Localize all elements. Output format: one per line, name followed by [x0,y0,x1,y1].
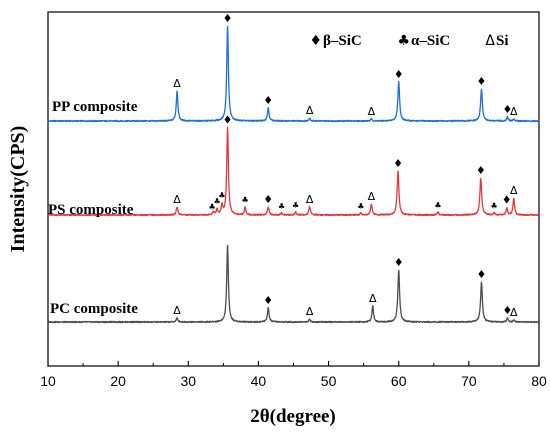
alpha-sic-marker: ♣ [209,203,216,212]
peak-markers: Δ♦♦Δ Δ♦♦♦ΔΔ♣♣♣♦♣ ♦♣ ♣ Δ♣Δ♦♣♦♣ ♦ΔΔ♦ΔΔ♦♦♦Δ [173,12,518,319]
legend-symbol: ♦ [309,33,322,49]
pp-series-label: PP composite [52,99,138,115]
legend-symbol: Δ [485,33,495,49]
beta-sic-marker: ♦ [263,193,273,206]
legend-symbol: ♣ [397,33,410,49]
pc-series-label: PC composite [50,301,138,317]
alpha-sic-marker: ♣ [278,202,285,211]
si-marker: Δ [306,305,314,318]
x-tick-label: 50 [321,373,337,389]
legend-label: α–SiC [411,33,450,49]
si-marker: Δ [368,105,376,118]
beta-sic-marker: ♦ [393,157,403,170]
si-marker: Δ [306,104,314,117]
x-axis: 10 20 30 40 50 60 70 80 [40,361,547,389]
alpha-sic-marker: ♣ [292,201,299,210]
pp-trace [47,25,540,123]
si-marker: Δ [510,184,518,197]
beta-sic-marker: ♦ [502,304,512,317]
alpha-sic-marker: ♣ [213,197,220,206]
series-labels: PP composite PS composite PC composite [48,99,138,317]
x-tick-label: 10 [40,373,56,389]
x-tick-label: 20 [110,373,126,389]
si-marker: Δ [369,292,377,305]
si-marker: Δ [173,304,181,317]
x-axis-label: 2θ(degree) [250,406,336,427]
beta-sic-marker: ♦ [477,268,487,281]
y-axis-label: Intensity(CPS) [7,126,29,253]
beta-sic-marker: ♦ [394,68,404,81]
si-marker: Δ [510,306,518,319]
beta-sic-marker: ♦ [263,94,273,107]
legend: ♦ β–SiC ♣ α–SiC Δ Si [309,33,508,49]
legend-entry: Δ Si [485,33,508,49]
alpha-sic-marker: ♣ [491,202,498,211]
si-marker: Δ [368,190,376,203]
legend-label: β–SiC [323,33,362,49]
alpha-sic-marker: ♣ [434,201,441,210]
beta-sic-marker: ♦ [502,194,512,207]
legend-label: Si [496,33,509,49]
alpha-sic-marker: ♣ [242,196,249,205]
x-tick-label: 40 [251,373,267,389]
x-tick-label: 60 [391,373,407,389]
x-tick-label: 30 [180,373,196,389]
ps-series-label: PS composite [48,202,134,218]
x-tick-label: 70 [461,373,477,389]
alpha-sic-marker: ♣ [218,191,225,200]
beta-sic-marker: ♦ [263,294,273,307]
series-traces [47,25,540,324]
beta-sic-marker: ♦ [394,256,404,269]
x-tick-label: 80 [531,373,547,389]
legend-entry: ♣ α–SiC [397,33,450,49]
beta-sic-marker: ♦ [223,12,233,25]
beta-sic-marker: ♦ [502,103,512,116]
si-marker: Δ [510,105,518,118]
pc-trace [47,244,540,324]
beta-sic-marker: ♦ [477,75,487,88]
alpha-sic-marker: ♣ [357,202,364,211]
si-marker: Δ [306,193,314,206]
si-marker: Δ [173,77,181,90]
si-marker: Δ [173,193,181,206]
legend-entry: ♦ β–SiC [309,33,361,49]
beta-sic-marker: ♦ [223,114,233,127]
ps-trace [47,126,540,217]
beta-sic-marker: ♦ [476,164,486,177]
